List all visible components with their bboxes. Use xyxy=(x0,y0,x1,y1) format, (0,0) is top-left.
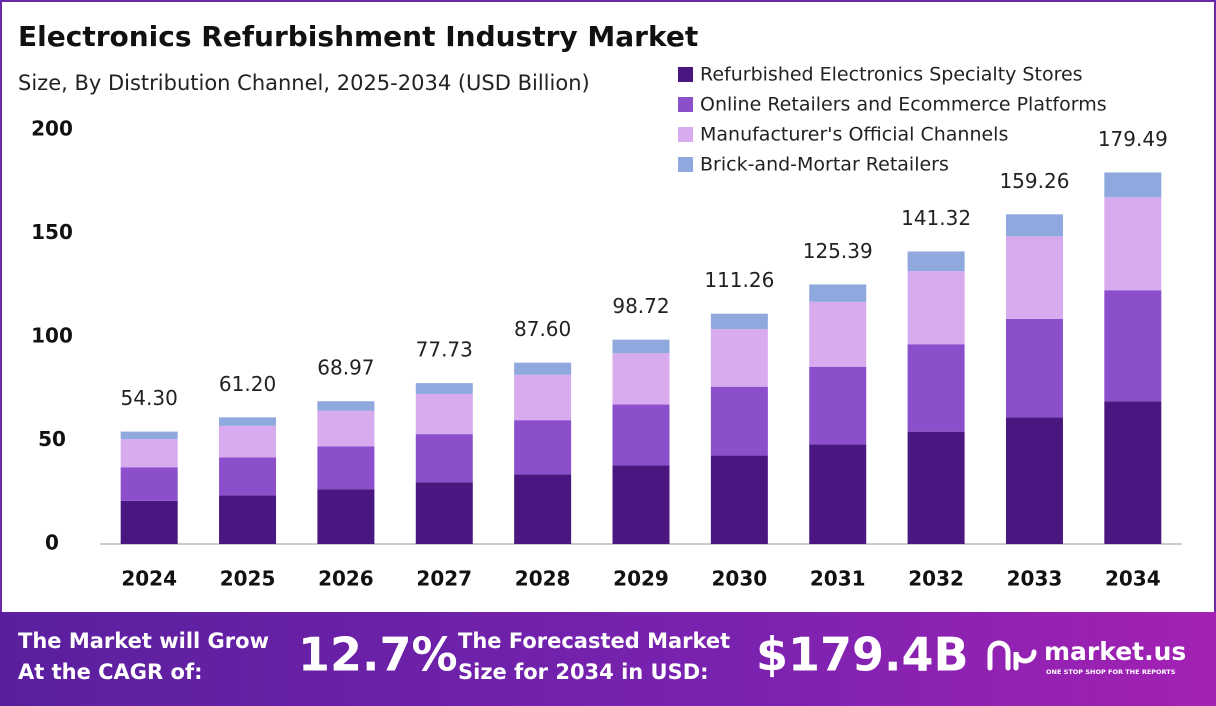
x-tick-label: 2028 xyxy=(515,567,571,591)
total-label: 98.72 xyxy=(612,294,669,318)
legend-label: Refurbished Electronics Specialty Stores xyxy=(700,64,1083,86)
bar-segment xyxy=(710,455,768,544)
bar-segment xyxy=(809,366,867,445)
bar-segment xyxy=(120,467,178,501)
bar-segment xyxy=(514,362,572,375)
bar-segment xyxy=(514,374,572,421)
bar-segment xyxy=(710,386,768,456)
legend-swatch xyxy=(678,97,693,112)
legend-swatch xyxy=(678,157,693,172)
bar-segment xyxy=(1005,417,1063,544)
bar-segment xyxy=(907,344,965,432)
bar-segment xyxy=(317,489,375,544)
total-label: 77.73 xyxy=(416,338,473,362)
total-label: 159.26 xyxy=(999,169,1069,193)
bar-segment xyxy=(612,339,670,354)
y-tick-label: 100 xyxy=(31,324,73,348)
bar-segment xyxy=(710,329,768,387)
bar-segment xyxy=(120,439,178,468)
total-label: 111.26 xyxy=(704,268,774,292)
x-tick-label: 2030 xyxy=(712,567,768,591)
bar-segment xyxy=(1104,290,1162,402)
bar-segment xyxy=(907,251,965,272)
bar-segment xyxy=(219,495,277,544)
bar-segment xyxy=(415,383,473,394)
x-tick-label: 2029 xyxy=(613,567,669,591)
legend-label: Online Retailers and Ecommerce Platforms xyxy=(700,94,1107,116)
footer-banner xyxy=(0,612,1216,706)
bar-segment xyxy=(710,313,768,330)
footer-text: At the CAGR of: xyxy=(18,660,203,684)
footer-text: The Forecasted Market xyxy=(458,629,730,653)
chart-title: Electronics Refurbishment Industry Marke… xyxy=(18,20,698,53)
bar-segment xyxy=(1005,236,1063,319)
y-tick-label: 150 xyxy=(31,220,73,244)
cagr-value: 12.7% xyxy=(298,628,458,682)
x-tick-label: 2033 xyxy=(1007,567,1063,591)
x-tick-label: 2027 xyxy=(416,567,472,591)
bar-segment xyxy=(120,431,178,440)
bar-segment xyxy=(612,404,670,466)
total-label: 61.20 xyxy=(219,372,276,396)
chart-subtitle: Size, By Distribution Channel, 2025-2034… xyxy=(18,71,590,95)
bar-segment xyxy=(1104,401,1162,544)
legend-label: Manufacturer's Official Channels xyxy=(700,124,1008,146)
bar-segment xyxy=(1104,197,1162,291)
total-label: 68.97 xyxy=(317,356,374,380)
bar-segment xyxy=(514,474,572,544)
total-label: 125.39 xyxy=(803,239,873,263)
x-tick-label: 2034 xyxy=(1105,567,1161,591)
logo-icon xyxy=(987,640,1037,671)
bar-segment xyxy=(809,444,867,544)
bar-segment xyxy=(317,401,375,411)
x-tick-label: 2025 xyxy=(220,567,276,591)
footer-text: The Market will Grow xyxy=(18,629,269,653)
legend-label: Brick-and-Mortar Retailers xyxy=(700,154,949,176)
bar-segment xyxy=(1005,214,1063,237)
logo-tagline: ONE STOP SHOP FOR THE REPORTS xyxy=(1046,668,1176,676)
bar-segment xyxy=(317,410,375,447)
bar-segment xyxy=(612,465,670,544)
bar-segment xyxy=(809,301,867,367)
bar-segment xyxy=(219,425,277,458)
legend-swatch xyxy=(678,127,693,142)
bar-segment xyxy=(907,431,965,544)
bar-segment xyxy=(415,482,473,544)
bar-segment xyxy=(415,393,473,435)
bar-segment xyxy=(1005,318,1063,418)
total-label: 141.32 xyxy=(901,206,971,230)
legend-swatch xyxy=(678,67,693,82)
total-label: 87.60 xyxy=(514,317,571,341)
logo: market.us xyxy=(1044,637,1186,666)
bar-segment xyxy=(809,284,867,302)
bar-segment xyxy=(219,417,277,426)
bar-segment xyxy=(612,353,670,405)
y-tick-label: 200 xyxy=(31,117,73,141)
x-tick-label: 2026 xyxy=(318,567,374,591)
forecast-value: $179.4B xyxy=(756,628,969,682)
bar-segment xyxy=(415,434,473,483)
bar-segment xyxy=(907,271,965,345)
bar-segment xyxy=(1104,172,1162,198)
y-tick-label: 0 xyxy=(45,531,59,555)
total-label: 179.49 xyxy=(1098,127,1168,151)
footer-text: Size for 2034 in USD: xyxy=(458,660,709,684)
bar-segment xyxy=(514,420,572,475)
bar-segment xyxy=(317,446,375,490)
x-tick-label: 2024 xyxy=(121,567,177,591)
y-tick-label: 50 xyxy=(38,427,66,451)
x-tick-label: 2032 xyxy=(908,567,964,591)
bar-segment xyxy=(219,457,277,496)
bar-segment xyxy=(120,500,178,544)
total-label: 54.30 xyxy=(121,386,178,410)
x-tick-label: 2031 xyxy=(810,567,866,591)
